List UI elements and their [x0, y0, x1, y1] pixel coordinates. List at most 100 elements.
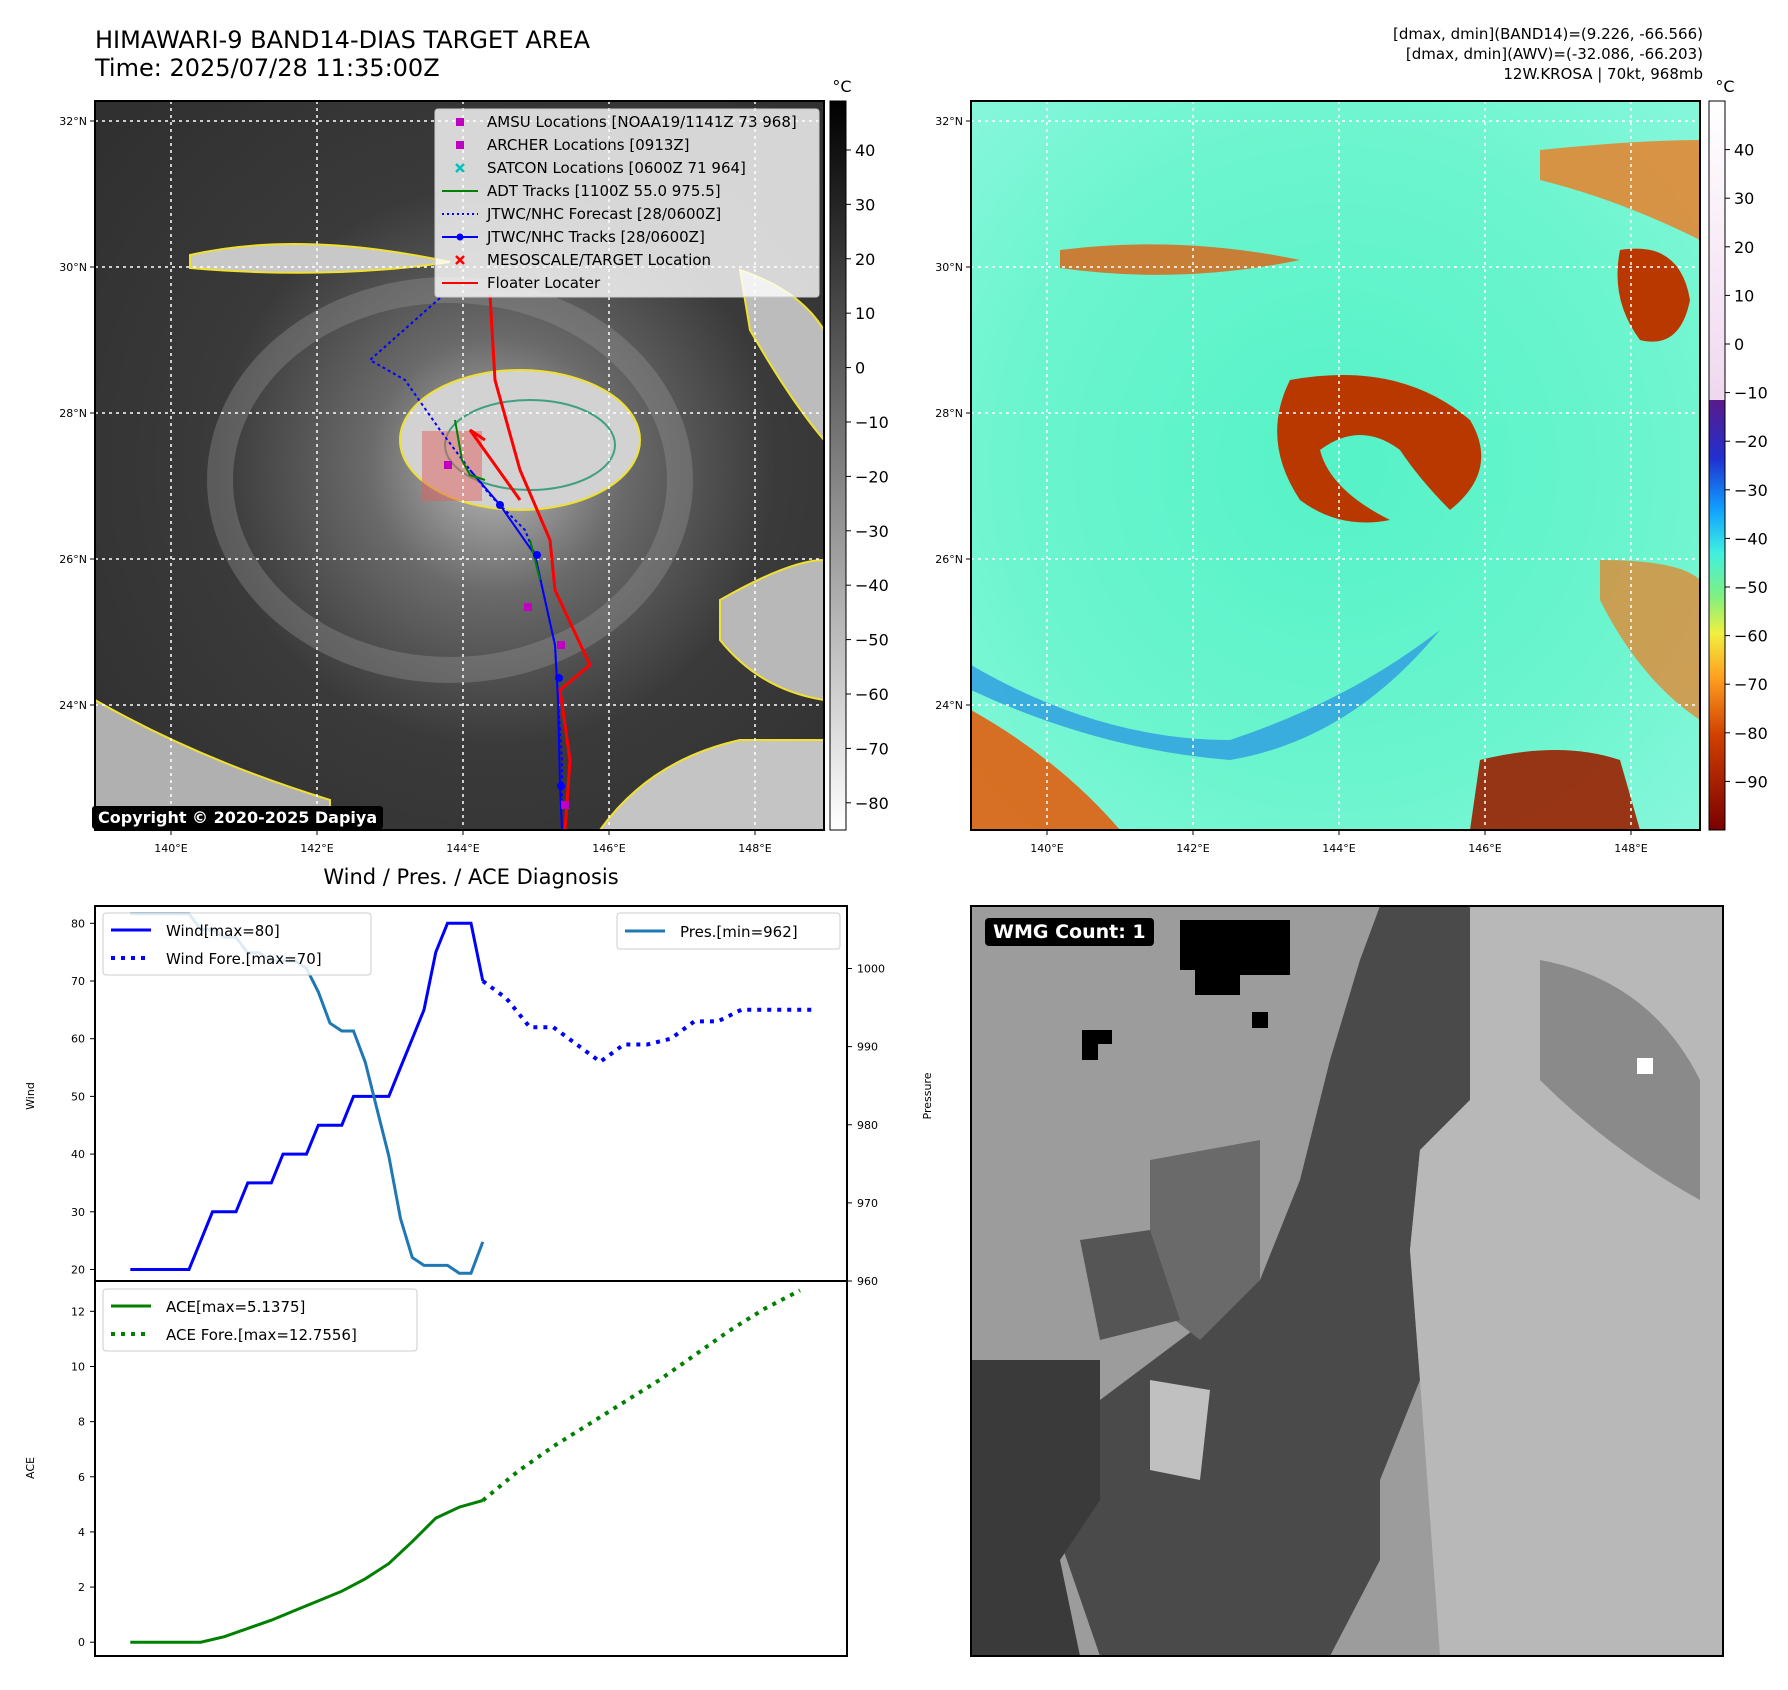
- ir-colorbar-tick: −10: [855, 413, 889, 432]
- wind-axis-tick: 30: [71, 1206, 85, 1219]
- wind-axis-tick: 60: [71, 1033, 85, 1046]
- ir-lat-tick: 24°N: [59, 699, 87, 712]
- pressure-legend-label: Pres.[min=962]: [680, 923, 798, 941]
- awv-gridlines: [971, 101, 1700, 830]
- legend-item-label: ADT Tracks [1100Z 55.0 975.5]: [487, 182, 721, 200]
- pressure-legend: Pres.[min=962]: [616, 912, 841, 950]
- ace-chart: 0 2 4 6 8 10 12 ACE ACE[max=5.1375] ACE Fore.[…: [24, 1280, 848, 1657]
- ace-axis-tick: 0: [78, 1636, 85, 1649]
- awv-lat-tick: 32°N: [935, 115, 963, 128]
- awv-lon-tick: 148°E: [1614, 842, 1647, 855]
- legend-item-label: SATCON Locations [0600Z 71 964]: [487, 159, 746, 177]
- ir-lat-tick: 28°N: [59, 407, 87, 420]
- awv-colorbar-tick: 40: [1734, 141, 1754, 160]
- pressure-axis-tick: 970: [857, 1197, 878, 1210]
- map-legend: AMSU Locations [NOAA19/1141Z 73 968] ARCH…: [434, 108, 820, 298]
- legend-item-label: JTWC/NHC Tracks [28/0600Z]: [486, 228, 705, 246]
- wind-axis-tick: 70: [71, 975, 85, 988]
- ace-series-line-0: [130, 1499, 484, 1644]
- floater-locater-line: [468, 294, 592, 830]
- wind-axis-tick: 80: [71, 917, 85, 930]
- jtwc-forecast-line: [368, 297, 563, 800]
- figure-title: HIMAWARI-9 BAND14-DIAS TARGET AREA Time:…: [95, 26, 590, 82]
- awv-lat-tick: 24°N: [935, 699, 963, 712]
- ir-cloud-features: [95, 243, 824, 830]
- awv-lon-tick: 142°E: [1176, 842, 1209, 855]
- ir-colorbar-tick: −70: [855, 739, 889, 758]
- awv-lat-tick: 26°N: [935, 553, 963, 566]
- ir-lat-tick: 30°N: [59, 261, 87, 274]
- wind-forecast-legend-label: Wind Fore.[max=70]: [166, 950, 322, 968]
- legend-item-label: AMSU Locations [NOAA19/1141Z 73 968]: [487, 113, 797, 131]
- adt-track-line: [454, 419, 541, 581]
- pressure-axis-label: Pressure: [921, 1072, 934, 1119]
- info-line-3: 12W.KROSA | 70kt, 968mb: [1503, 65, 1703, 83]
- info-line-1: [dmax, dmin](BAND14)=(9.226, -66.566): [1392, 25, 1703, 43]
- awv-lon-tick: 146°E: [1468, 842, 1501, 855]
- archer-marker: [444, 461, 452, 469]
- ir-colorbar-tick: −50: [855, 631, 889, 650]
- pressure-axis-tick: 980: [857, 1119, 878, 1132]
- wind-axis-tick: 40: [71, 1148, 85, 1161]
- ace-axis-tick: 8: [78, 1416, 85, 1429]
- awv-axis-ticks: 140°E 142°E 144°E 146°E 148°E 32°N 30°N 28°N 26°…: [935, 115, 1648, 855]
- ir-colorbar-tick: 10: [855, 304, 875, 323]
- info-block: [dmax, dmin](BAND14)=(9.226, -66.566) [d…: [1393, 24, 1703, 84]
- awv-colorbar-tick: −20: [1734, 432, 1768, 451]
- ir-lon-tick: 148°E: [738, 842, 771, 855]
- awv-colorbar-tick: −70: [1734, 675, 1768, 694]
- ir-colorbar-tick: −80: [855, 794, 889, 813]
- awv-colorbar-tick: 30: [1734, 189, 1754, 208]
- awv-lon-tick: 140°E: [1030, 842, 1063, 855]
- ir-colorbar-tick: −40: [855, 576, 889, 595]
- ir-colorbar-tick: 30: [855, 195, 875, 214]
- ace-legend-label: ACE[max=5.1375]: [166, 1298, 305, 1316]
- awv-colorbar-tick: −90: [1734, 772, 1768, 791]
- awv-colorbar-tick: −60: [1734, 627, 1768, 646]
- ir-colorbar: °C 40 30 20 10 0 −10 −20 −30 −40 −50 −60 −70 −80: [829, 77, 889, 831]
- ir-map-panel: 140°E 142°E 144°E 146°E 148°E 32°N 30°N 28°N 26°…: [59, 100, 825, 855]
- wind-series-line-0: [130, 921, 485, 1271]
- storm-tracks: [368, 294, 592, 830]
- ir-axis-ticks: 140°E 142°E 144°E 146°E 148°E 32°N 30°N 28°N 26°…: [59, 115, 772, 855]
- ir-lon-tick: 144°E: [446, 842, 479, 855]
- awv-lat-tick: 30°N: [935, 261, 963, 274]
- ace-axis-tick: 2: [78, 1581, 85, 1594]
- ace-series-line-1: [481, 1288, 801, 1503]
- legend-item-label: JTWC/NHC Forecast [28/0600Z]: [486, 205, 721, 223]
- ir-colorbar-tick: −30: [855, 522, 889, 541]
- ir-lat-tick: 26°N: [59, 553, 87, 566]
- ace-axis-tick: 10: [71, 1360, 85, 1373]
- awv-colorbar-tick: 20: [1734, 238, 1754, 257]
- awv-colorbar-tick: 0: [1734, 335, 1744, 354]
- awv-colorbar-tick: −30: [1734, 481, 1768, 500]
- ir-colorbar-tick: −20: [855, 467, 889, 486]
- awv-colorbar-unit: °C: [1715, 77, 1734, 96]
- ir-colorbar-unit: °C: [832, 77, 851, 96]
- legend-item-label: Floater Locater: [487, 274, 601, 292]
- wind-series-line-1: [481, 979, 812, 1065]
- amsu-marker: [524, 603, 532, 611]
- ir-lon-tick: 146°E: [592, 842, 625, 855]
- title-line-2: Time: 2025/07/28 11:35:00Z: [95, 54, 440, 82]
- copyright-badge: Copyright © 2020-2025 Dapiya: [92, 806, 384, 829]
- wind-axis-tick: 50: [71, 1090, 85, 1103]
- wind-legend: Wind[max=80] Wind Fore.[max=70]: [102, 912, 372, 976]
- pressure-axis-tick: 990: [857, 1041, 878, 1054]
- pressure-axis-tick: 1000: [857, 963, 885, 976]
- wmg-count-badge: WMG Count: 1: [985, 918, 1154, 946]
- ir-lon-tick: 140°E: [154, 842, 187, 855]
- awv-colorbar-tick: −40: [1734, 529, 1768, 548]
- ir-lon-tick: 142°E: [300, 842, 333, 855]
- ace-axis-tick: 12: [71, 1305, 85, 1318]
- ir-colorbar-tick: 20: [855, 250, 875, 269]
- ace-axis-label: ACE: [24, 1457, 37, 1479]
- wmg-panel: [970, 905, 1724, 1657]
- wind-axis-tick: 20: [71, 1263, 85, 1276]
- awv-map-panel: 140°E 142°E 144°E 146°E 148°E 32°N 30°N 28°N 26°…: [935, 100, 1701, 855]
- legend-item-label: MESOSCALE/TARGET Location: [487, 251, 711, 269]
- wind-axis-label: Wind: [24, 1082, 37, 1110]
- awv-colorbar-tick: 10: [1734, 286, 1754, 305]
- ace-legend: ACE[max=5.1375] ACE Fore.[max=12.7556]: [102, 1288, 418, 1352]
